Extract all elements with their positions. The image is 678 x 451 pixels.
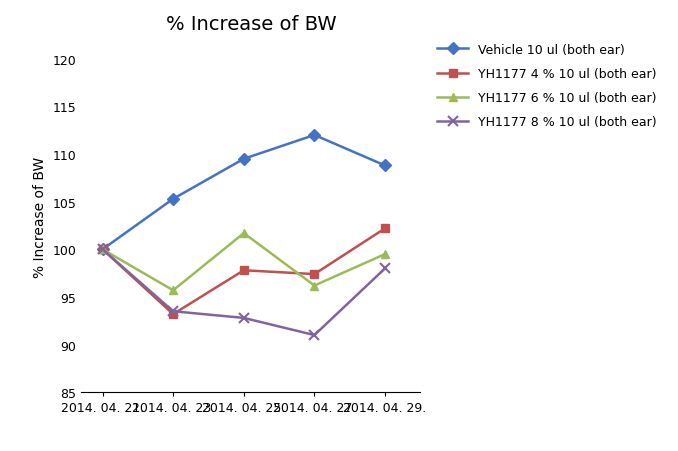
Legend: Vehicle 10 ul (both ear), YH1177 4 % 10 ul (both ear), YH1177 6 % 10 ul (both ea: Vehicle 10 ul (both ear), YH1177 4 % 10 … [433, 40, 661, 133]
YH1177 8 % 10 ul (both ear) [311, 333, 319, 338]
YH1177 8 % 10 ul (both ear) [240, 316, 248, 321]
YH1177 8 % 10 ul (both ear) [98, 247, 106, 253]
Line: YH1177 8 % 10 ul (both ear): YH1177 8 % 10 ul (both ear) [98, 245, 390, 340]
Line: Vehicle 10 ul (both ear): Vehicle 10 ul (both ear) [98, 132, 389, 254]
Vehicle 10 ul (both ear) [169, 197, 177, 202]
Y-axis label: % Increase of BW: % Increase of BW [33, 156, 47, 277]
YH1177 4 % 10 ul (both ear) [311, 272, 319, 277]
YH1177 4 % 10 ul (both ear) [169, 312, 177, 317]
Vehicle 10 ul (both ear) [240, 157, 248, 162]
YH1177 4 % 10 ul (both ear) [381, 226, 389, 231]
YH1177 6 % 10 ul (both ear) [169, 288, 177, 293]
Title: % Increase of BW: % Increase of BW [165, 14, 336, 33]
YH1177 8 % 10 ul (both ear) [381, 266, 389, 272]
Vehicle 10 ul (both ear) [98, 247, 106, 253]
Vehicle 10 ul (both ear) [311, 133, 319, 138]
YH1177 6 % 10 ul (both ear) [240, 231, 248, 236]
YH1177 4 % 10 ul (both ear) [98, 247, 106, 253]
YH1177 6 % 10 ul (both ear) [381, 252, 389, 257]
YH1177 6 % 10 ul (both ear) [311, 283, 319, 289]
Line: YH1177 6 % 10 ul (both ear): YH1177 6 % 10 ul (both ear) [98, 230, 389, 295]
YH1177 6 % 10 ul (both ear) [98, 247, 106, 253]
Line: YH1177 4 % 10 ul (both ear): YH1177 4 % 10 ul (both ear) [98, 225, 389, 318]
YH1177 4 % 10 ul (both ear) [240, 268, 248, 273]
Vehicle 10 ul (both ear) [381, 163, 389, 169]
YH1177 8 % 10 ul (both ear) [169, 309, 177, 314]
